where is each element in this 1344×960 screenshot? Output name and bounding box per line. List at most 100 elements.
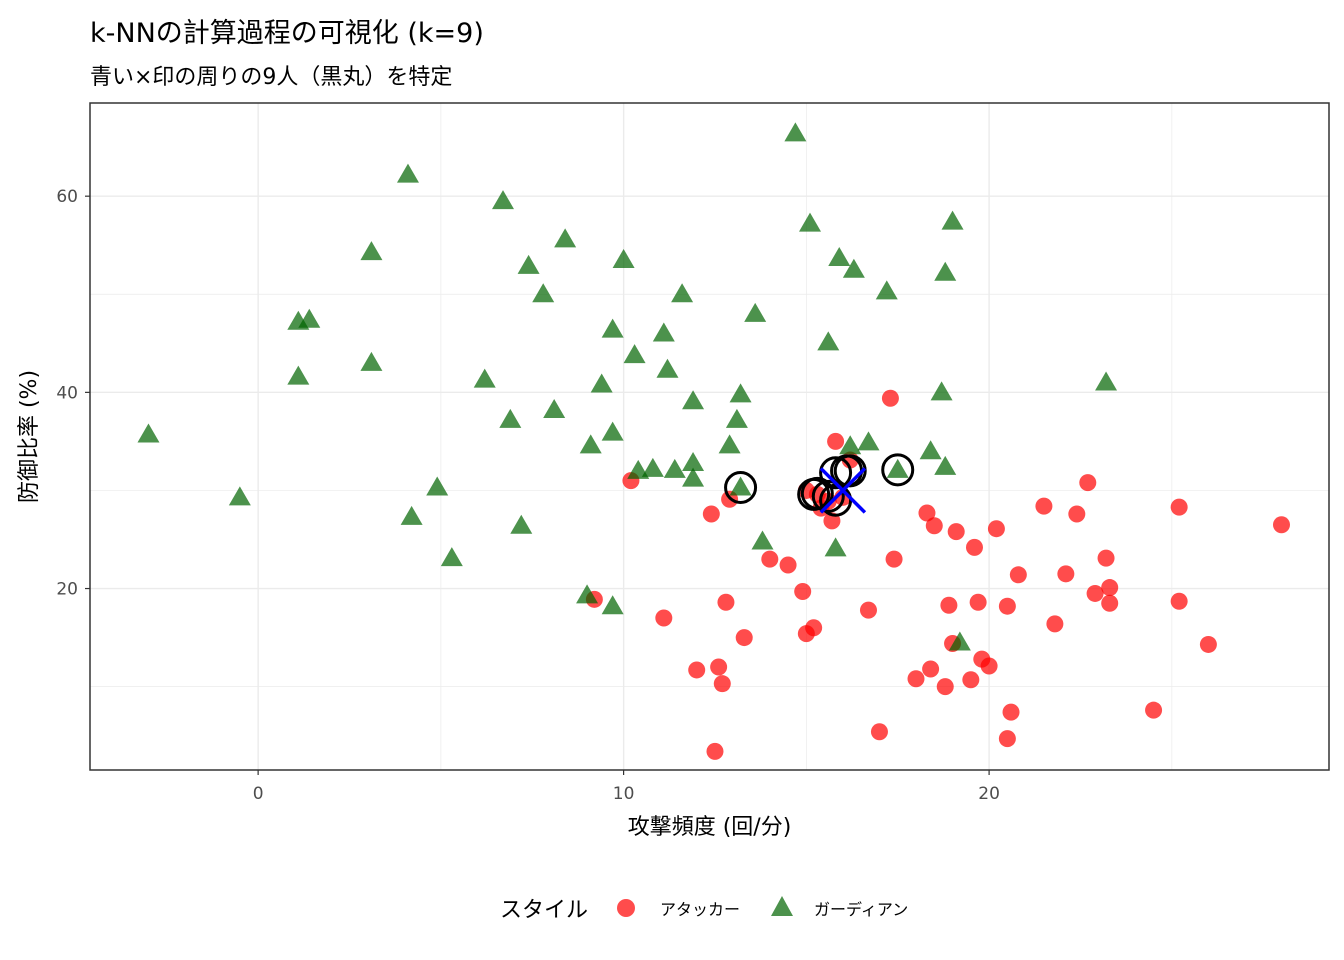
guardian-point: [473, 368, 496, 388]
attacker-point: [702, 505, 720, 523]
query-cross-stroke: [819, 467, 867, 514]
attacker-point: [1035, 497, 1053, 515]
y-axis-title: 防御比率 (%): [17, 370, 42, 503]
guardian-point: [137, 423, 160, 443]
guardian-point: [601, 421, 624, 441]
guardian-point: [623, 344, 646, 364]
guardian-point: [360, 241, 383, 261]
plot-area: [89, 102, 1330, 771]
guardian-point: [510, 514, 533, 534]
plot-border: [89, 102, 1330, 771]
guardian-points: [137, 122, 1118, 651]
guardian-point: [930, 381, 953, 401]
neighbor-ring: [724, 471, 758, 505]
guardian-point: [532, 283, 555, 303]
neighbor-ring: [819, 456, 853, 490]
guardian-point: [1095, 371, 1118, 391]
x-axis-title: 攻撃頻度 (回/分): [628, 815, 792, 840]
guardian-point: [828, 246, 851, 266]
attacker-point: [998, 597, 1016, 615]
attacker-point: [1079, 474, 1097, 492]
attacker-point: [779, 556, 797, 574]
attacker-point: [918, 504, 936, 522]
guardian-point: [682, 390, 705, 410]
neighbor-ring: [811, 479, 845, 513]
guardian-point: [839, 435, 862, 455]
attacker-point: [717, 593, 735, 611]
guardian-point: [671, 283, 694, 303]
y-tick-label: 60: [56, 187, 78, 207]
guardian-point: [576, 584, 599, 604]
legend: スタイル アタッカー ガーディアン: [500, 896, 908, 923]
guardian-point: [842, 258, 865, 278]
neighbor-circles: [724, 453, 915, 517]
legend-label-attacker: アタッカー: [660, 900, 740, 919]
guardian-point: [857, 431, 880, 451]
attacker-point: [1002, 703, 1020, 721]
x-tick-label: 0: [253, 784, 264, 804]
guardian-point: [287, 365, 310, 385]
x-tick-label: 20: [978, 784, 1000, 804]
guardian-point: [360, 351, 383, 371]
guardian-point: [817, 331, 840, 351]
attacker-point: [922, 660, 940, 678]
attacker-point: [1046, 615, 1064, 633]
attacker-point: [962, 671, 980, 689]
attacker-point: [655, 609, 673, 627]
guardian-point: [799, 212, 822, 232]
legend-key-attacker: [617, 899, 635, 917]
attacker-point: [1086, 584, 1104, 602]
attacker-point: [859, 601, 877, 619]
attacker-point: [1199, 635, 1217, 653]
chart-subtitle: 青い×印の周りの9人（黒丸）を特定: [90, 65, 452, 90]
guardian-point: [499, 408, 522, 428]
chart-title: k-NNの計算過程の可視化 (k=9): [90, 18, 484, 49]
guardian-point: [729, 476, 752, 496]
guardian-point: [652, 322, 675, 342]
grid-lines: [90, 103, 1329, 770]
guardian-point: [682, 467, 705, 487]
guardian-point: [682, 451, 705, 471]
attacker-point: [881, 389, 899, 407]
legend-label-guardian: ガーディアン: [814, 900, 908, 919]
query-point: [819, 467, 867, 514]
attacker-point: [805, 619, 823, 637]
guardian-point: [601, 318, 624, 338]
attacker-point: [980, 657, 998, 675]
x-axis-ticks: 0 10 20: [253, 770, 1000, 804]
y-tick-label: 40: [56, 383, 78, 403]
attacker-point: [794, 582, 812, 600]
attacker-point: [710, 658, 728, 676]
guardian-point: [656, 358, 679, 378]
attacker-point: [688, 661, 706, 679]
attacker-point: [1057, 565, 1075, 583]
guardian-point: [612, 248, 635, 268]
guardian-point: [934, 261, 957, 281]
legend-key-guardian: [771, 896, 793, 916]
guardian-point: [228, 486, 251, 506]
attacker-point: [1009, 566, 1027, 584]
guardian-point: [886, 458, 909, 478]
attacker-point: [1097, 549, 1115, 567]
guardian-point: [663, 458, 686, 478]
attacker-point: [761, 550, 779, 568]
guardian-point: [400, 505, 423, 525]
guardian-point: [426, 476, 449, 496]
guardian-point: [440, 547, 463, 567]
neighbor-ring: [881, 453, 915, 487]
attacker-point: [1101, 594, 1119, 612]
guardian-point: [744, 302, 767, 322]
guardian-point: [948, 631, 971, 651]
guardian-point: [751, 530, 774, 550]
plot-background: [90, 103, 1329, 770]
guardian-point: [579, 434, 602, 454]
x-tick-label: 10: [613, 784, 635, 804]
guardian-point: [554, 228, 577, 248]
neighbor-ring: [833, 454, 867, 488]
y-tick-label: 20: [56, 580, 78, 600]
legend-title: スタイル: [500, 898, 588, 923]
attacker-point: [987, 520, 1005, 538]
attacker-point: [1170, 498, 1188, 516]
attacker-point: [1101, 579, 1119, 597]
